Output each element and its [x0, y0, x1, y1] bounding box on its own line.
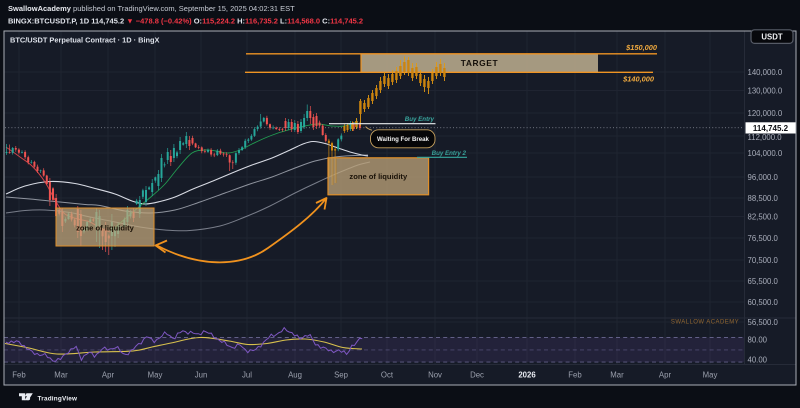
svg-text:65,500.0: 65,500.0	[748, 277, 779, 286]
svg-text:USDT: USDT	[761, 33, 782, 42]
svg-text:Buy Entry: Buy Entry	[405, 116, 435, 123]
svg-text:Waiting For Break: Waiting For Break	[377, 136, 430, 143]
svg-text:80.00: 80.00	[748, 335, 768, 344]
svg-text:70,500.0: 70,500.0	[748, 256, 779, 265]
svg-text:120,000.0: 120,000.0	[748, 109, 783, 118]
svg-text:$140,000: $140,000	[622, 75, 655, 84]
svg-text:BTC/USDT Perpetual Contract ·: BTC/USDT Perpetual Contract · 1D · BingX	[10, 36, 160, 45]
svg-text:Sep: Sep	[334, 371, 349, 380]
svg-text:Apr: Apr	[102, 371, 115, 380]
svg-text:40.00: 40.00	[748, 355, 768, 364]
svg-text:88,500.0: 88,500.0	[748, 194, 779, 203]
svg-text:$150,000: $150,000	[625, 43, 658, 52]
svg-text:96,000.0: 96,000.0	[748, 173, 779, 182]
svg-text:Buy Entry 2: Buy Entry 2	[432, 150, 467, 157]
svg-text:TradingView: TradingView	[38, 396, 78, 403]
svg-text:TARGET: TARGET	[461, 58, 499, 68]
svg-text:Dec: Dec	[470, 371, 484, 380]
svg-text:76,500.0: 76,500.0	[748, 234, 779, 243]
svg-text:82,500.0: 82,500.0	[748, 212, 779, 221]
svg-text:zone of liquidity: zone of liquidity	[349, 172, 408, 181]
svg-text:May: May	[148, 371, 163, 380]
svg-text:56,500.0: 56,500.0	[748, 318, 779, 327]
svg-text:Mar: Mar	[610, 371, 624, 380]
svg-text:BINGX:BTCUSDT.P, 1D 114,745.2: BINGX:BTCUSDT.P, 1D 114,745.2 ▼ −478.8 (…	[8, 17, 363, 26]
svg-text:104,000.0: 104,000.0	[748, 149, 783, 158]
svg-text:Feb: Feb	[568, 371, 582, 380]
svg-text:Jul: Jul	[242, 371, 252, 380]
svg-text:zone of liquidity: zone of liquidity	[76, 224, 135, 233]
svg-text:130,000.0: 130,000.0	[748, 86, 783, 95]
svg-text:Apr: Apr	[659, 371, 672, 380]
svg-text:May: May	[703, 371, 718, 380]
svg-text:Mar: Mar	[54, 371, 68, 380]
svg-text:Nov: Nov	[428, 371, 442, 380]
svg-text:SWALLOW ACADEMY: SWALLOW ACADEMY	[671, 320, 739, 326]
svg-text:Feb: Feb	[12, 371, 26, 380]
svg-text:60,500.0: 60,500.0	[748, 298, 779, 307]
svg-text:SwallowAcademy published on Tr: SwallowAcademy published on TradingView.…	[8, 4, 295, 13]
svg-text:Oct: Oct	[381, 371, 394, 380]
svg-text:114,745.2: 114,745.2	[753, 124, 789, 133]
svg-text:Jun: Jun	[195, 371, 208, 380]
svg-text:112,000.0: 112,000.0	[748, 133, 783, 142]
svg-text:2026: 2026	[518, 371, 536, 380]
svg-text:140,000.0: 140,000.0	[748, 68, 783, 77]
svg-text:Aug: Aug	[288, 371, 302, 380]
